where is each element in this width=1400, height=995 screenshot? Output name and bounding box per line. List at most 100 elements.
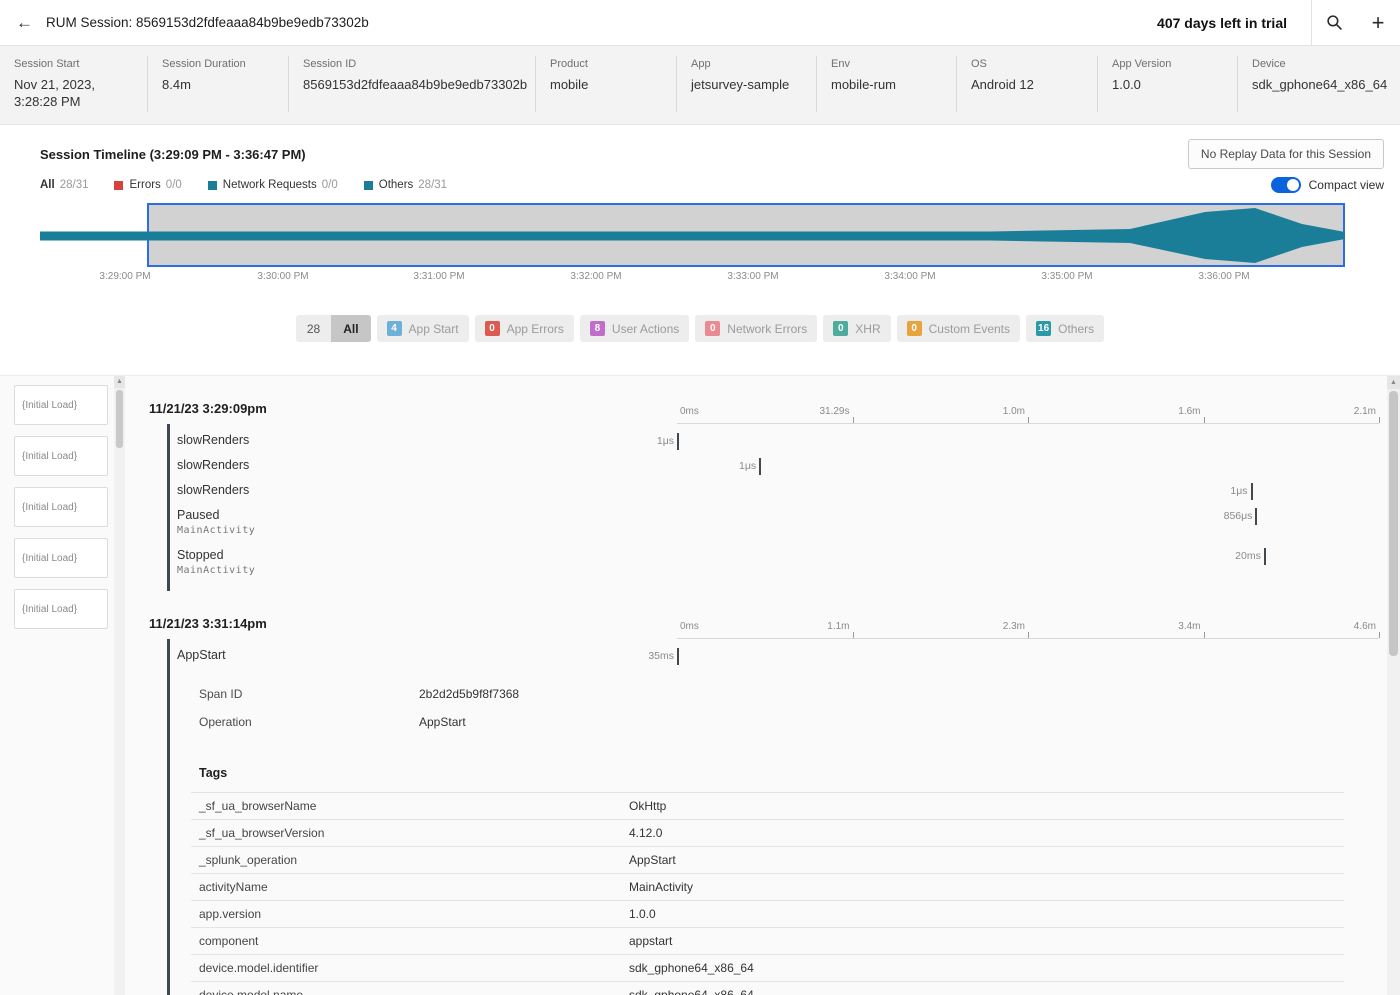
span-rows: slowRenders 1μs slowRenders 1μs slowRend… (167, 424, 1387, 591)
axis-tick-label: 3:30:00 PM (257, 271, 309, 282)
span-name: slowRenders (177, 483, 250, 497)
tag-row: _sf_ua_browserVersion 4.12.0 (191, 820, 1344, 847)
detail-label: Span ID (199, 687, 243, 701)
detail-value: AppStart (419, 715, 466, 729)
timeline-activity-stream (40, 208, 1345, 263)
filter-count: 28 (306, 321, 321, 336)
metadata-field-session-duration: Session Duration 8.4m (147, 56, 288, 112)
span-row-stopped[interactable]: Stopped MainActivity 20ms (170, 545, 1387, 585)
scrollbar-thumb[interactable] (1389, 391, 1398, 656)
search-button[interactable] (1312, 0, 1356, 45)
span-duration: 1μs (1230, 485, 1248, 497)
compact-view-toggle[interactable] (1270, 177, 1301, 193)
span-row-slowrenders[interactable]: slowRenders 1μs (170, 455, 1387, 480)
ruler-label: 1.6m (1178, 406, 1201, 417)
filter-pill-all[interactable]: 28 All (295, 315, 371, 342)
filter-pill-label: All (331, 315, 371, 342)
filter-pill-app-errors[interactable]: 0 App Errors (474, 315, 574, 342)
tag-value: 4.12.0 (629, 826, 663, 840)
sidebar-scrollbar[interactable]: ▲ (114, 376, 125, 995)
metadata-label: Session ID (303, 58, 357, 70)
topbar-right: 407 days left in trial + (1133, 0, 1400, 45)
axis-tick-label: 3:35:00 PM (1041, 271, 1093, 282)
topbar-divider (1311, 0, 1312, 45)
filter-pill-label: Custom Events (928, 321, 1011, 336)
initial-load-card[interactable]: {Initial Load} (14, 487, 108, 527)
tags-heading: Tags (199, 766, 228, 780)
add-button[interactable]: + (1356, 0, 1400, 45)
span-bar: 1μs (1230, 483, 1253, 500)
initial-load-card[interactable]: {Initial Load} (14, 538, 108, 578)
span-row-appstart[interactable]: AppStart 35ms (170, 645, 1387, 670)
scroll-up-icon[interactable]: ▲ (114, 376, 125, 388)
filter-count-badge: 4 (386, 321, 402, 336)
waterfall-panel: 11/21/23 3:29:09pm 0ms 31.29s 1.0m 1.6m … (137, 376, 1387, 995)
filter-pill-custom-events[interactable]: 0 Custom Events (896, 315, 1021, 342)
metadata-value: jetsurvey-sample (691, 77, 790, 92)
toggle-knob (1286, 179, 1299, 191)
metadata-field-app-version: App Version 1.0.0 (1097, 56, 1237, 112)
span-row-paused[interactable]: Paused MainActivity 856μs (170, 505, 1387, 545)
timeline-axis: 3:29:00 PM 3:30:00 PM 3:31:00 PM 3:32:00… (40, 267, 1345, 283)
span-bar: 1μs (739, 458, 762, 475)
metadata-label: App Version (1112, 58, 1172, 70)
legend-item-errors[interactable]: Errors 0/0 (114, 179, 182, 191)
tag-value: sdk_gphone64_x86_64 (629, 988, 754, 995)
waterfall-group-header: 11/21/23 3:29:09pm 0ms 31.29s 1.0m 1.6m … (137, 390, 1387, 424)
filter-pill-xhr[interactable]: 0 XHR (823, 315, 891, 342)
span-row-slowrenders[interactable]: slowRenders 1μs (170, 480, 1387, 505)
metadata-field-app: App jetsurvey-sample (676, 56, 816, 112)
detail-label: Operation (199, 715, 252, 729)
tag-value: OkHttp (629, 799, 667, 813)
metadata-value: mobile (550, 77, 589, 92)
legend-item-network-requests[interactable]: Network Requests 0/0 (207, 179, 338, 191)
axis-tick-label: 3:36:00 PM (1198, 271, 1250, 282)
axis-tick-label: 3:31:00 PM (413, 271, 465, 282)
initial-load-card[interactable]: {Initial Load} (14, 385, 108, 425)
initial-load-card[interactable]: {Initial Load} (14, 436, 108, 476)
tag-value: MainActivity (629, 880, 694, 894)
filter-pill-label: Others (1058, 321, 1095, 336)
filter-pill-label: User Actions (611, 321, 680, 336)
filter-count-badge: 8 (589, 321, 605, 336)
span-row-slowrenders[interactable]: slowRenders 1μs (170, 430, 1387, 455)
ruler-label: 2.1m (1353, 406, 1376, 417)
tag-key: _splunk_operation (199, 853, 298, 867)
filter-pill-app-start[interactable]: 4 App Start (376, 315, 469, 342)
legend-item-all[interactable]: All 28/31 (40, 179, 88, 191)
filter-pill-others[interactable]: 16 Others (1026, 315, 1105, 342)
others-swatch-icon (363, 180, 373, 190)
metadata-field-session-id: Session ID 8569153d2fdfeaaa84b9be9edb7330… (288, 56, 535, 112)
tag-key: _sf_ua_browserName (199, 799, 317, 813)
scrollbar-thumb[interactable] (116, 390, 123, 448)
time-ruler: 0ms 1.1m 2.3m 3.4m 4.6m (677, 609, 1380, 639)
tag-row: device.model.identifier sdk_gphone64_x86_… (191, 955, 1344, 982)
initial-load-card[interactable]: {Initial Load} (14, 589, 108, 629)
tag-value: sdk_gphone64_x86_64 (629, 961, 754, 975)
tag-key: device.model.identifier (199, 961, 319, 975)
group-timestamp: 11/21/23 3:29:09pm (149, 401, 267, 416)
trial-countdown: 407 days left in trial (1157, 14, 1287, 31)
session-timeline-chart[interactable] (40, 203, 1345, 267)
legend-label: Others (378, 179, 414, 191)
back-button[interactable]: ← (16, 13, 44, 33)
page-title: RUM Session: 8569153d2fdfeaaa84b9be9edb7… (46, 15, 369, 30)
filter-pill-user-actions[interactable]: 8 User Actions (579, 315, 690, 342)
tag-value: appstart (629, 934, 673, 948)
scroll-up-icon[interactable]: ▲ (1387, 376, 1400, 389)
legend-label: All (40, 179, 55, 191)
metadata-value: 8.4m (162, 77, 191, 92)
filter-pill-network-errors[interactable]: 0 Network Errors (695, 315, 818, 342)
span-activity: MainActivity (177, 565, 256, 576)
ruler-label: 0ms (680, 621, 699, 632)
detail-value: 2b2d2d5b9f8f7368 (419, 687, 520, 701)
waterfall-group-header: 11/21/23 3:31:14pm 0ms 1.1m 2.3m 3.4m 4.… (137, 605, 1387, 639)
filter-count-badge: 0 (484, 321, 500, 336)
main-scrollbar[interactable]: ▲ (1387, 376, 1400, 995)
tag-row: device.model.name sdk_gphone64_x86_64 (191, 982, 1344, 995)
legend-item-others[interactable]: Others 28/31 (363, 179, 448, 191)
legend-count: 28/31 (418, 179, 448, 191)
metadata-field-os: OS Android 12 (956, 56, 1097, 112)
network-requests-swatch-icon (207, 180, 217, 190)
no-replay-button[interactable]: No Replay Data for this Session (1187, 139, 1384, 169)
